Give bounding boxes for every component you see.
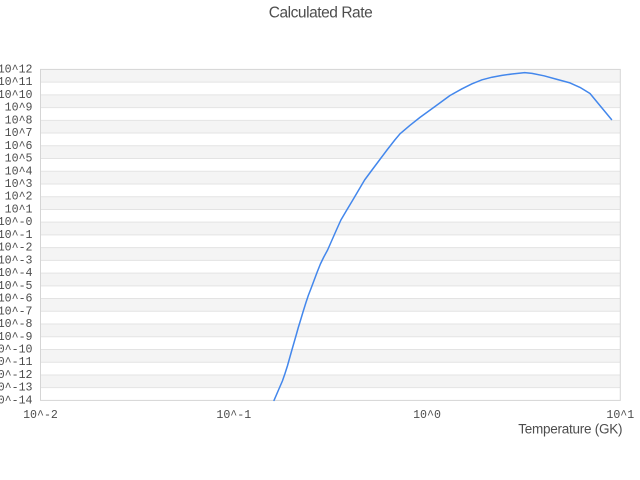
svg-text:10^-2: 10^-2 — [23, 409, 58, 422]
svg-text:10^-5: 10^-5 — [0, 280, 33, 293]
svg-text:10^-12: 10^-12 — [0, 369, 33, 382]
svg-text:10^9: 10^9 — [5, 102, 33, 115]
svg-text:10^10: 10^10 — [0, 89, 33, 102]
svg-text:10^-1: 10^-1 — [0, 229, 33, 242]
svg-text:10^-6: 10^-6 — [0, 293, 33, 306]
svg-text:Temperature (GK): Temperature (GK) — [518, 422, 622, 437]
svg-text:10^-14: 10^-14 — [0, 394, 33, 407]
svg-text:10^-0: 10^-0 — [0, 216, 33, 229]
svg-text:10^2: 10^2 — [5, 191, 33, 204]
svg-text:Calculated Rate: Calculated Rate — [269, 5, 373, 22]
svg-text:10^8: 10^8 — [5, 114, 33, 127]
svg-text:10^-10: 10^-10 — [0, 343, 33, 356]
svg-text:10^-11: 10^-11 — [0, 356, 33, 369]
svg-text:10^0: 10^0 — [413, 409, 441, 422]
svg-text:10^6: 10^6 — [5, 140, 33, 153]
svg-text:10^1: 10^1 — [5, 203, 33, 216]
svg-text:10^1: 10^1 — [606, 409, 634, 422]
svg-text:10^3: 10^3 — [5, 178, 33, 191]
svg-text:10^-1: 10^-1 — [216, 409, 251, 422]
svg-text:10^-8: 10^-8 — [0, 318, 33, 331]
svg-text:10^-7: 10^-7 — [0, 305, 33, 318]
svg-text:10^4: 10^4 — [5, 165, 33, 178]
svg-text:10^-4: 10^-4 — [0, 267, 33, 280]
svg-text:10^-3: 10^-3 — [0, 254, 33, 267]
svg-text:10^5: 10^5 — [5, 153, 33, 166]
svg-text:10^11: 10^11 — [0, 76, 33, 89]
svg-text:10^7: 10^7 — [5, 127, 33, 140]
svg-text:10^-2: 10^-2 — [0, 242, 33, 255]
svg-text:10^-13: 10^-13 — [0, 382, 33, 395]
svg-text:10^12: 10^12 — [0, 63, 33, 76]
svg-text:10^-9: 10^-9 — [0, 331, 33, 344]
